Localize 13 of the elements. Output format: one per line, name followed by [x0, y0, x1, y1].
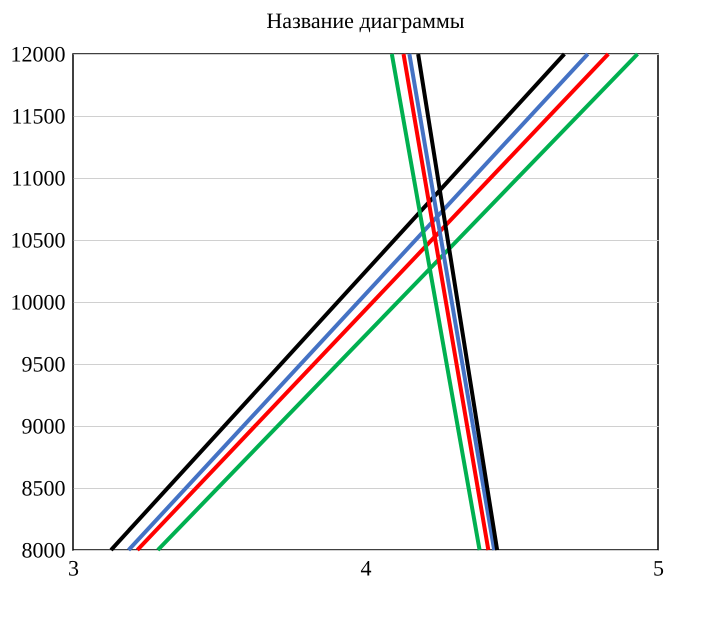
- chart-title: Название диаграммы: [266, 8, 465, 33]
- x-tick-label: 4: [360, 556, 372, 580]
- x-tick-label: 3: [68, 556, 79, 580]
- y-tick-label: 12000: [10, 42, 66, 66]
- y-tick-label: 9000: [22, 414, 66, 438]
- y-tick-label: 8000: [22, 538, 66, 562]
- y-tick-label: 9500: [22, 352, 66, 376]
- y-tick-label: 8500: [22, 476, 66, 500]
- y-tick-label: 11000: [11, 166, 66, 190]
- y-tick-label: 10000: [10, 290, 66, 314]
- x-tick-label: 5: [653, 556, 664, 580]
- y-tick-label: 10500: [10, 228, 66, 252]
- y-tick-label: 11500: [11, 104, 66, 128]
